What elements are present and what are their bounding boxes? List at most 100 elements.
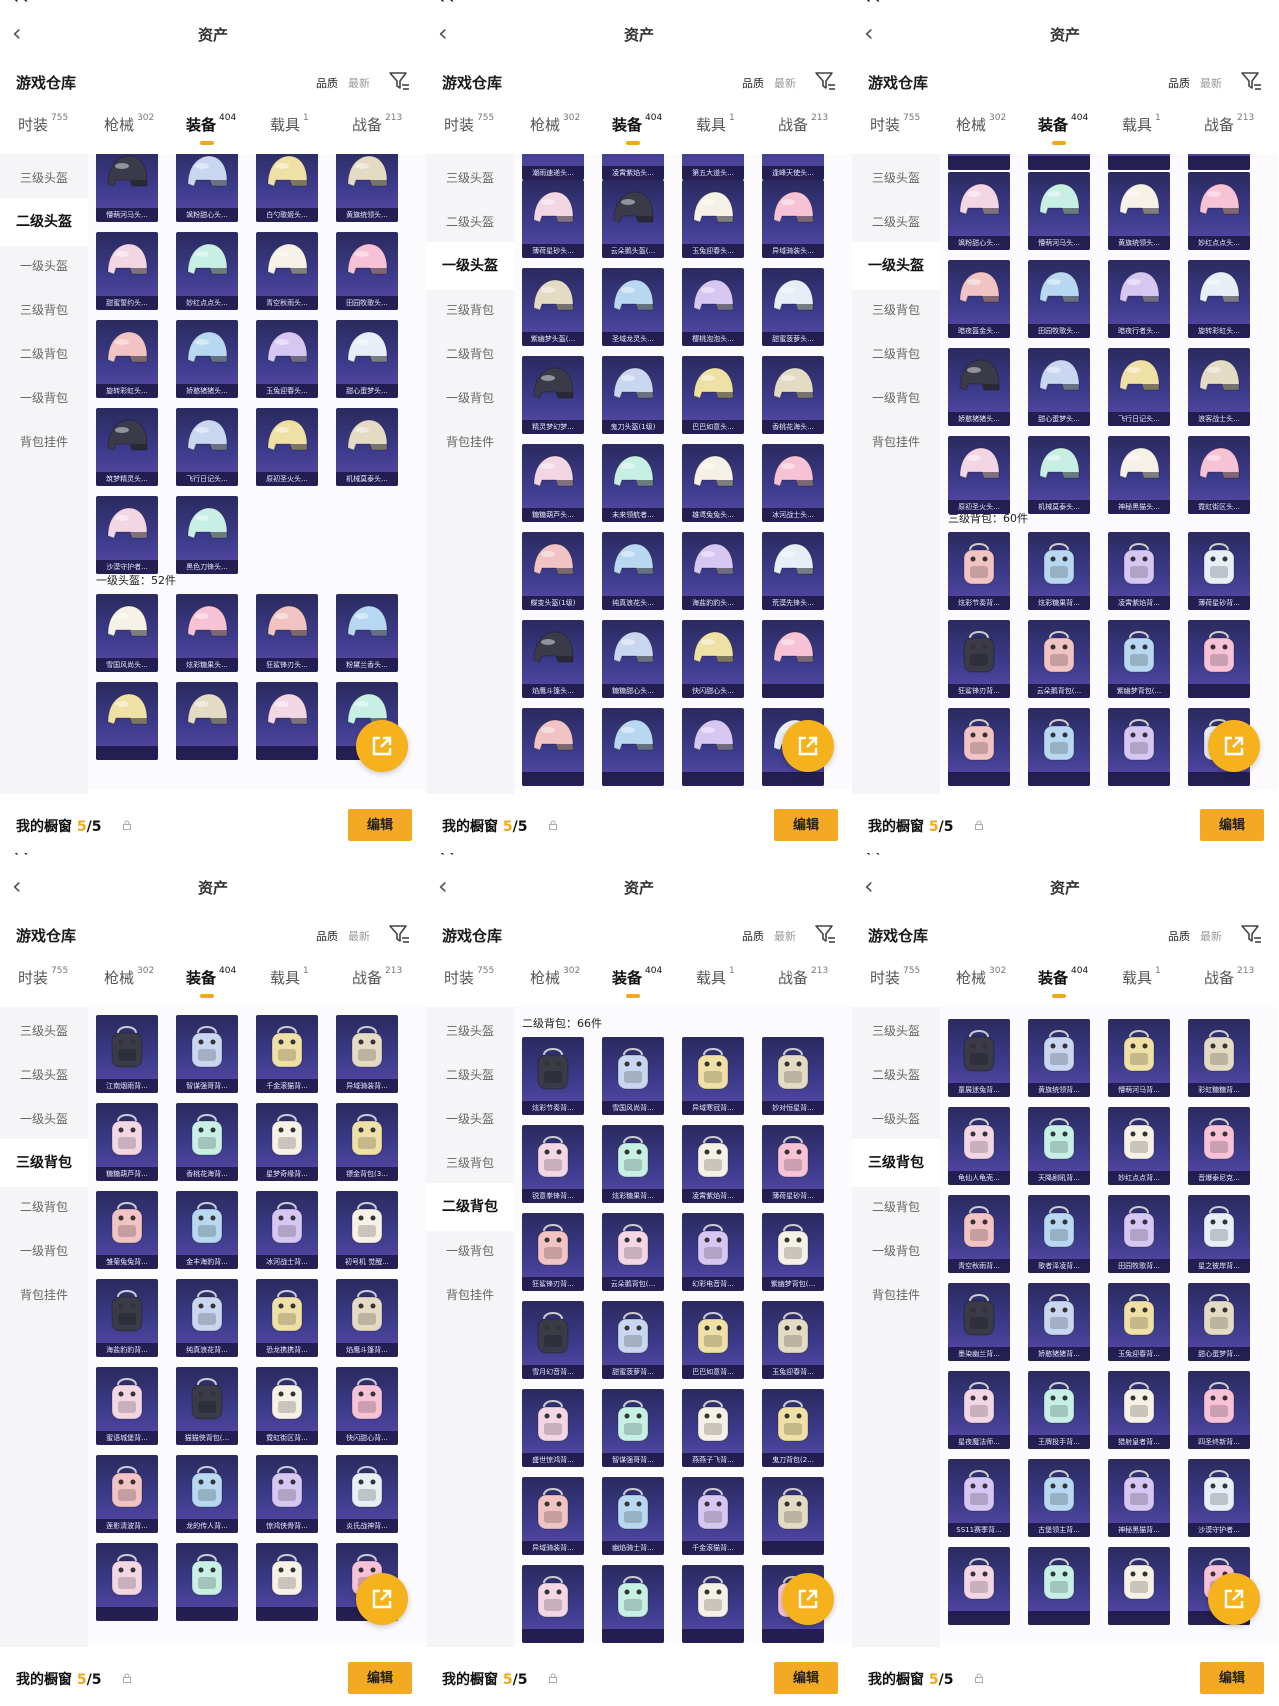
item-card[interactable]: 燕燕子飞背... — [682, 1389, 744, 1467]
sidebar-item-2[interactable]: 一级头盔 — [426, 242, 514, 290]
item-card[interactable] — [256, 1543, 318, 1621]
sidebar-item-4[interactable]: 二级背包 — [426, 1183, 514, 1231]
item-card[interactable]: 旋转彩虹头... — [1188, 260, 1250, 338]
item-card[interactable]: 懵萌河马头... — [1028, 172, 1090, 250]
item-card[interactable] — [948, 708, 1010, 786]
edit-button[interactable]: 编辑 — [774, 1662, 838, 1694]
item-card[interactable]: 歌者泽凌背... — [1028, 1195, 1090, 1273]
item-card[interactable]: 快闪甜心头... — [682, 620, 744, 698]
item-card[interactable] — [762, 1477, 824, 1555]
sort-latest-button[interactable]: 最新 — [1200, 930, 1222, 943]
item-card[interactable]: 妙对恒星背... — [762, 1037, 824, 1115]
tab-0[interactable]: 时装 755 — [18, 113, 68, 135]
item-card[interactable]: 云朵鹅背包(... — [602, 1213, 664, 1291]
sort-quality-button[interactable]: 品质 — [1168, 77, 1190, 90]
item-card[interactable]: 青空秋雨头... — [256, 232, 318, 310]
sidebar-item-0[interactable]: 三级头盔 — [872, 1024, 921, 1038]
item-card[interactable] — [1028, 154, 1090, 170]
sidebar-item-6[interactable]: 背包挂件 — [872, 435, 921, 449]
sidebar-item-1[interactable]: 二级头盔 — [872, 1068, 921, 1082]
item-card[interactable]: 异域骑装背... — [522, 1477, 584, 1555]
filter-icon[interactable] — [814, 923, 836, 945]
item-card[interactable] — [948, 154, 1010, 170]
item-card[interactable] — [1028, 1547, 1090, 1625]
sidebar-item-0[interactable]: 三级头盔 — [446, 171, 495, 185]
item-card[interactable]: 巴巴如意头... — [682, 356, 744, 434]
item-card[interactable]: 炫彩节奏背... — [522, 1037, 584, 1115]
item-card[interactable] — [1188, 620, 1250, 698]
item-card[interactable]: 纯真浪花背... — [176, 1279, 238, 1357]
item-card[interactable]: 筑梦精灵头... — [96, 408, 158, 486]
item-card[interactable]: 飞行日记头... — [1108, 348, 1170, 426]
sidebar-item-4[interactable]: 二级背包 — [20, 347, 69, 361]
tab-0[interactable]: 时装 755 — [870, 966, 920, 988]
item-card[interactable]: 智谋强哥背... — [176, 1015, 238, 1093]
item-card[interactable]: 鬼刀背包(2... — [762, 1389, 824, 1467]
sidebar-item-4[interactable]: 二级背包 — [20, 1200, 69, 1214]
item-card[interactable]: 莲影清波背... — [96, 1455, 158, 1533]
item-card[interactable]: 糖糖葫芦头... — [522, 444, 584, 522]
tab-4[interactable]: 战备 213 — [778, 113, 828, 135]
item-card[interactable] — [602, 708, 664, 786]
item-card[interactable]: 妙红点点头... — [1188, 172, 1250, 250]
item-card[interactable]: 炫彩节奏背... — [948, 532, 1010, 610]
item-card[interactable]: 薄荷星砂背... — [1188, 532, 1250, 610]
edit-button[interactable]: 编辑 — [774, 809, 838, 841]
sidebar-item-2[interactable]: 一级头盔 — [872, 1112, 921, 1126]
item-card[interactable]: 狂鲨锋刃背... — [522, 1213, 584, 1291]
item-card[interactable] — [1028, 708, 1090, 786]
tab-1[interactable]: 枪械 302 — [104, 113, 154, 135]
sidebar-item-2[interactable]: 一级头盔 — [446, 1112, 495, 1126]
tab-4[interactable]: 战备 213 — [778, 966, 828, 988]
filter-icon[interactable] — [1240, 70, 1262, 92]
item-card[interactable]: 原初圣火头... — [948, 436, 1010, 514]
filter-icon[interactable] — [1240, 923, 1262, 945]
item-card[interactable]: 香桃花海头... — [762, 356, 824, 434]
back-arrow-icon[interactable]: ‹ — [438, 872, 448, 900]
item-card[interactable]: 潮雨速递头... — [522, 154, 584, 180]
item-card[interactable]: 巴巴如意背... — [682, 1301, 744, 1379]
item-card[interactable]: 白勺歌姬头... — [256, 154, 318, 222]
item-card[interactable] — [256, 682, 318, 760]
item-card[interactable]: 凌霄紫焰头... — [602, 154, 664, 180]
item-card[interactable]: 星梦奇缘背... — [256, 1103, 318, 1181]
sidebar-item-1[interactable]: 二级头盔 — [20, 1068, 69, 1082]
sort-latest-button[interactable]: 最新 — [774, 930, 796, 943]
sidebar-item-1[interactable]: 二级头盔 — [0, 198, 88, 246]
item-card[interactable]: 凌霄紫焰背... — [1108, 532, 1170, 610]
edit-button[interactable]: 编辑 — [348, 809, 412, 841]
item-card[interactable]: 浪客战士头... — [1188, 348, 1250, 426]
item-card[interactable]: 神秘黑猫头... — [1108, 436, 1170, 514]
item-card[interactable] — [176, 1543, 238, 1621]
sidebar-item-2[interactable]: 一级头盔 — [20, 259, 69, 273]
sidebar-item-6[interactable]: 背包挂件 — [446, 1288, 495, 1302]
share-button[interactable] — [356, 1573, 408, 1625]
item-card[interactable] — [1108, 708, 1170, 786]
item-card[interactable]: 粉黛兰香头... — [336, 594, 398, 672]
item-card[interactable]: 盛世惊鸿背... — [522, 1389, 584, 1467]
item-card[interactable]: 薄荷星砂背... — [762, 1125, 824, 1203]
tab-0[interactable]: 时装 755 — [870, 113, 920, 135]
item-card[interactable]: 龟仙人龟壳... — [948, 1107, 1010, 1185]
tab-2[interactable]: 装备 404 — [612, 966, 662, 988]
item-card[interactable] — [96, 682, 158, 760]
item-card[interactable]: 智谋强哥背... — [602, 1389, 664, 1467]
item-card[interactable]: 娇憨猪猪头... — [948, 348, 1010, 426]
item-card[interactable]: 炫彩糖果背... — [602, 1125, 664, 1203]
sidebar-item-5[interactable]: 一级背包 — [446, 391, 495, 405]
sidebar-item-3[interactable]: 三级背包 — [20, 303, 69, 317]
item-card[interactable]: 田园牧歌头... — [336, 232, 398, 310]
sidebar-item-3[interactable]: 三级背包 — [852, 1139, 940, 1187]
tab-4[interactable]: 战备 213 — [1204, 966, 1254, 988]
item-card[interactable]: 甜心蛋梦头... — [336, 320, 398, 398]
sidebar-item-0[interactable]: 三级头盔 — [872, 171, 921, 185]
item-card[interactable]: 甜心蛋梦背... — [1188, 1283, 1250, 1361]
item-card[interactable]: 墨染幽兰背... — [948, 1283, 1010, 1361]
item-card[interactable]: 雏菊兔兔背... — [96, 1191, 158, 1269]
tab-3[interactable]: 载具 1 — [696, 966, 735, 988]
edit-button[interactable]: 编辑 — [1200, 1662, 1264, 1694]
item-card[interactable]: 糖糖甜心头... — [602, 620, 664, 698]
item-card[interactable]: 逢峰天使头... — [762, 154, 824, 180]
share-button[interactable] — [1208, 1573, 1260, 1625]
item-card[interactable]: 江南烟雨背... — [96, 1015, 158, 1093]
